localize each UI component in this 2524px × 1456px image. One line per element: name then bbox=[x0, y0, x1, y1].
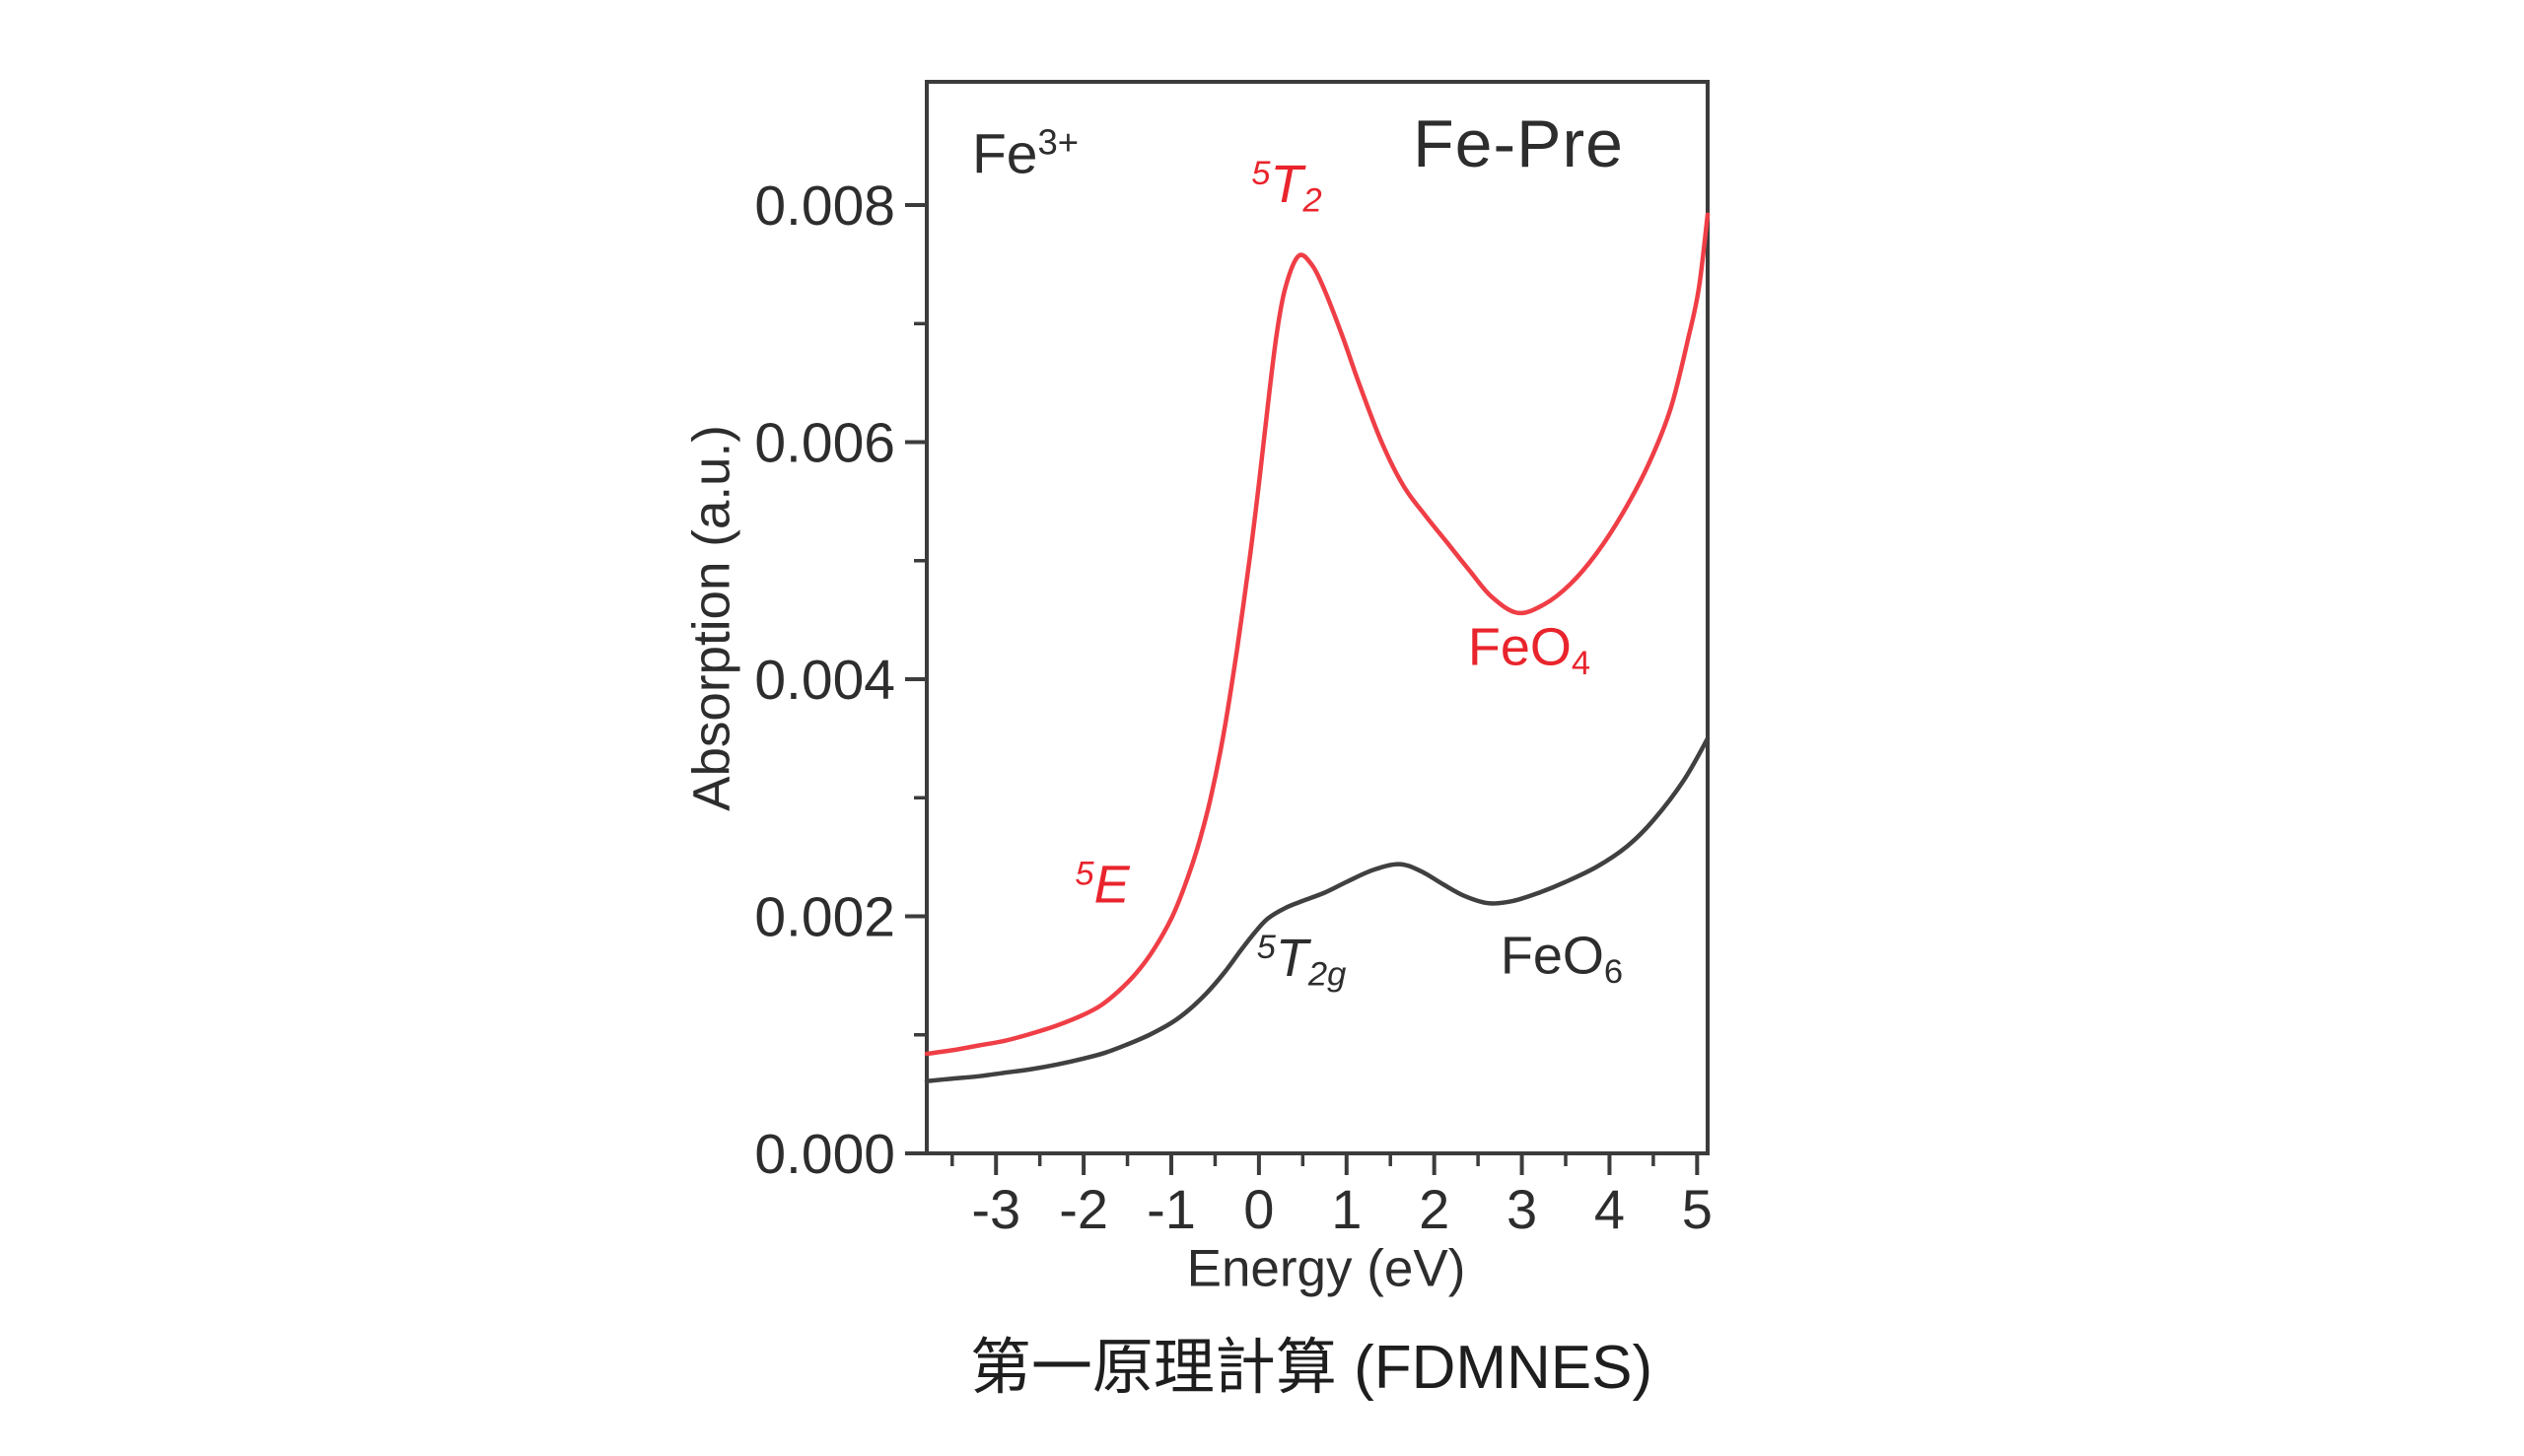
y-axis-label: Absorption (a.u.) bbox=[682, 425, 741, 811]
x-tick-label: 3 bbox=[1507, 1178, 1537, 1240]
y-tick-label: 0.000 bbox=[754, 1123, 895, 1186]
annotation-5t2g: 5T2g bbox=[1257, 931, 1347, 992]
annotation-5t2g-sub: 2g bbox=[1307, 955, 1347, 994]
x-tick-label: 1 bbox=[1331, 1178, 1362, 1240]
annotation-feo4-sub: 4 bbox=[1571, 645, 1591, 683]
x-tick-label: -2 bbox=[1059, 1178, 1108, 1240]
x-tick-label: 4 bbox=[1594, 1178, 1625, 1240]
annotation-5e-base: E bbox=[1093, 855, 1130, 915]
annotation-5t2-base: T bbox=[1270, 154, 1303, 214]
x-tick-label: 0 bbox=[1243, 1178, 1274, 1240]
annotation-feo4: FeO4 bbox=[1468, 620, 1590, 680]
annotation-5t2: 5T2 bbox=[1251, 157, 1321, 218]
x-tick-label: -1 bbox=[1147, 1178, 1196, 1240]
annotation-5e: 5E bbox=[1075, 855, 1130, 915]
y-tick-label: 0.008 bbox=[754, 174, 895, 238]
series-feo4-curve bbox=[924, 212, 1711, 1057]
x-tick-label: 5 bbox=[1682, 1178, 1713, 1240]
series-feo6-curve bbox=[924, 735, 1711, 1083]
y-tick-label: 0.004 bbox=[754, 649, 895, 712]
annotation-feo6-sub: 6 bbox=[1603, 953, 1624, 992]
annotation-5e-sup: 5 bbox=[1075, 855, 1094, 893]
annotation-5t2g-sup: 5 bbox=[1256, 928, 1276, 966]
plot-frame bbox=[925, 80, 1710, 1155]
annotation-5t2-sub: 2 bbox=[1302, 181, 1322, 220]
annotation-feo4-base: FeO bbox=[1467, 617, 1572, 677]
annotation-feo6-base: FeO bbox=[1500, 926, 1604, 986]
ion-label: Fe3+ bbox=[971, 121, 1080, 186]
chart-title: Fe-Pre bbox=[1413, 106, 1624, 181]
y-tick-label: 0.006 bbox=[754, 412, 895, 475]
x-tick-label: -3 bbox=[971, 1178, 1020, 1240]
x-axis-label: Energy (eV) bbox=[1186, 1239, 1466, 1298]
x-tick-label: 2 bbox=[1419, 1178, 1449, 1240]
ion-label-base: Fe bbox=[971, 122, 1038, 186]
ion-label-superscript: 3+ bbox=[1037, 121, 1080, 163]
figure-caption: 第一原理計算 (FDMNES) bbox=[969, 1334, 1653, 1402]
annotation-feo6: FeO6 bbox=[1501, 929, 1623, 989]
y-tick-label: 0.002 bbox=[754, 886, 895, 949]
annotation-5t2g-base: T bbox=[1275, 928, 1308, 988]
annotation-5t2-sup: 5 bbox=[1251, 154, 1271, 192]
